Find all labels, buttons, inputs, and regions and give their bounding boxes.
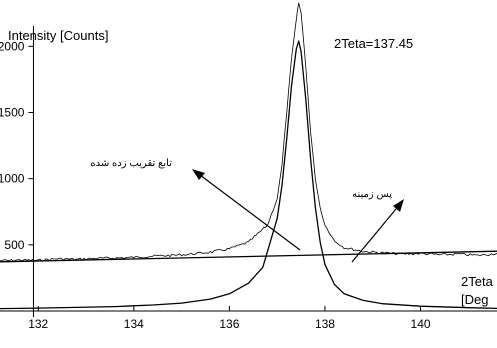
x-tick-label: 134 [124,317,144,331]
y-tick-label: 1000 [0,172,25,186]
x-axis-title-line-1: 2Teta [461,274,494,289]
fitted-function-arrow [195,171,301,251]
series-background-line [0,250,497,263]
background-annotation: پس زمینه [352,189,392,200]
x-tick-label: 140 [411,317,431,331]
peak-position-annotation: 2Teta=137.45 [334,36,413,51]
y-tick-label: 2000 [0,39,25,53]
x-tick-label: 136 [219,317,239,331]
y-tick-label: 500 [4,238,24,252]
fitted-function-arrowhead [192,169,205,180]
x-tick-label: 138 [315,317,335,331]
fitted-function-annotation: تابع تقریب زده شده [90,158,172,169]
y-axis-title: Intensity [Counts] [8,28,108,43]
x-tick-label: 132 [28,317,48,331]
series-fitted-line [0,40,497,310]
y-tick-label: 1500 [0,105,25,119]
background-arrow [351,202,402,263]
background-arrowhead [393,199,404,212]
x-axis-title-line-2: [Deg [461,292,488,307]
